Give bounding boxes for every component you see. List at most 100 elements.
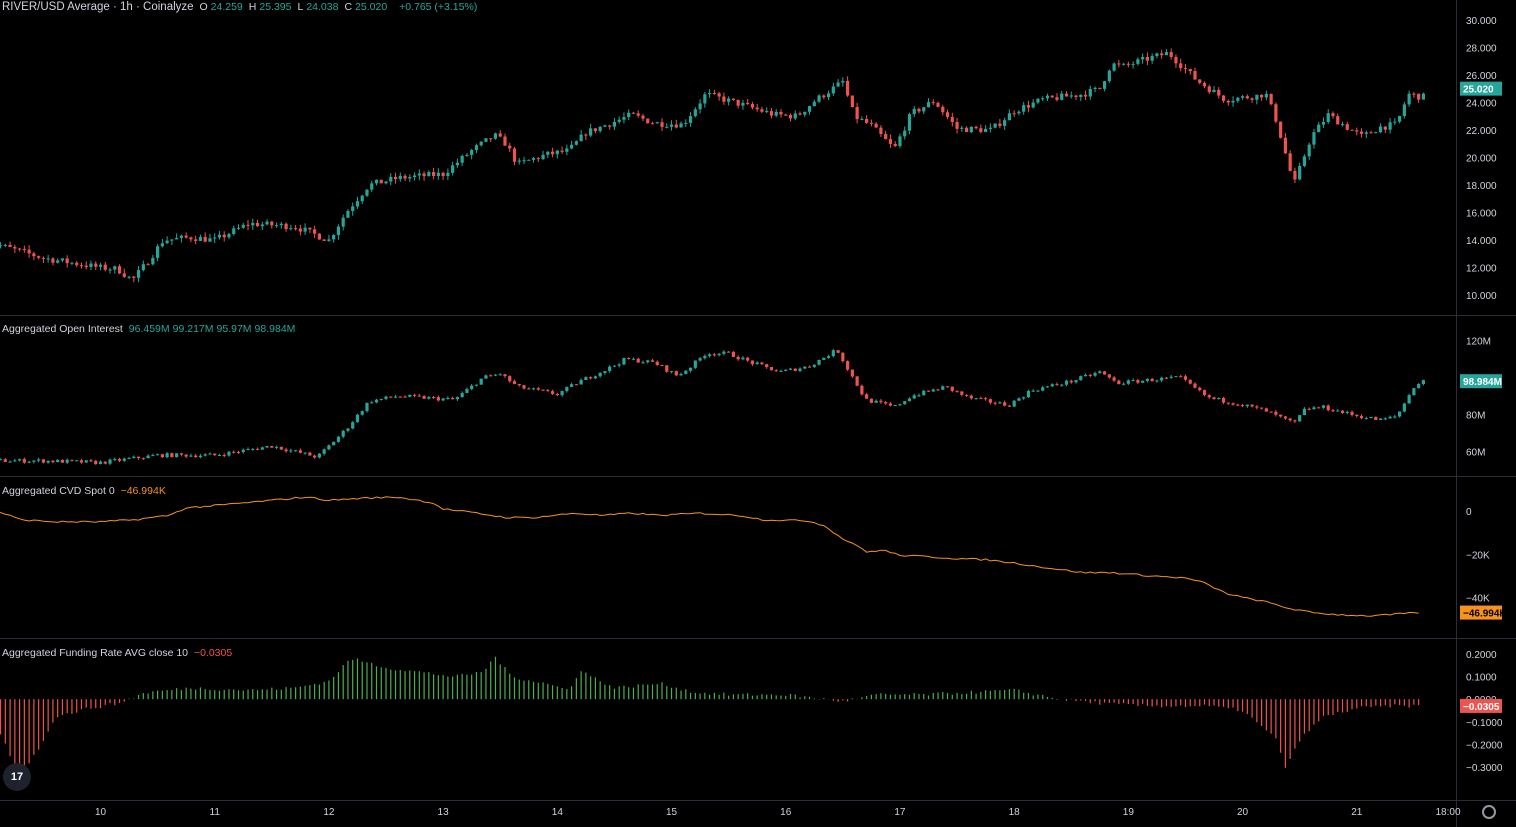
candle bbox=[931, 102, 935, 104]
candle bbox=[603, 371, 607, 373]
candle bbox=[1079, 94, 1083, 98]
candle bbox=[546, 390, 550, 392]
candle bbox=[1169, 52, 1173, 57]
candle bbox=[265, 221, 269, 225]
candle bbox=[1340, 124, 1345, 126]
candle bbox=[817, 359, 821, 365]
candle bbox=[912, 108, 916, 115]
candle bbox=[479, 378, 483, 385]
candle bbox=[703, 355, 707, 359]
candle bbox=[627, 358, 631, 360]
x-tick-label: 11 bbox=[210, 807, 221, 818]
candle bbox=[860, 385, 864, 395]
cvd-pane[interactable] bbox=[0, 496, 1419, 617]
candle bbox=[712, 93, 716, 95]
candle bbox=[151, 257, 155, 265]
candle bbox=[598, 126, 602, 132]
candle bbox=[1260, 407, 1264, 409]
candle bbox=[1050, 384, 1054, 387]
candle bbox=[13, 246, 17, 249]
candle bbox=[741, 357, 745, 360]
candle bbox=[227, 233, 231, 238]
candle bbox=[46, 460, 50, 463]
candle bbox=[931, 389, 935, 392]
candle bbox=[950, 117, 954, 122]
y-tick-label: 30.000 bbox=[1466, 16, 1497, 27]
candle bbox=[22, 459, 26, 463]
candle bbox=[1060, 384, 1064, 386]
candle bbox=[503, 374, 507, 377]
open-interest-pane[interactable] bbox=[0, 348, 1426, 466]
candle bbox=[479, 141, 483, 146]
candle bbox=[903, 401, 907, 405]
price-pane[interactable] bbox=[0, 48, 1426, 283]
candle bbox=[960, 391, 964, 395]
candle bbox=[289, 228, 293, 230]
candle bbox=[741, 102, 745, 106]
candle bbox=[1293, 170, 1297, 180]
candle bbox=[1164, 52, 1169, 56]
candle bbox=[27, 249, 31, 254]
candle bbox=[1036, 98, 1040, 103]
candle bbox=[284, 449, 288, 452]
candle bbox=[1012, 113, 1016, 115]
y-tick-label: 18.000 bbox=[1466, 181, 1497, 192]
candle bbox=[1198, 387, 1202, 391]
candle bbox=[903, 130, 907, 137]
candle bbox=[822, 95, 826, 98]
candle bbox=[1236, 404, 1240, 406]
y-tick-label: 10.000 bbox=[1466, 291, 1497, 302]
candle bbox=[1050, 95, 1054, 98]
candle bbox=[1283, 416, 1288, 419]
funding-rate-pane[interactable] bbox=[0, 656, 1420, 774]
candle bbox=[593, 128, 598, 132]
candle bbox=[531, 388, 536, 390]
candle bbox=[1098, 371, 1102, 374]
candle bbox=[75, 460, 79, 462]
y-tick-label: −0.1000 bbox=[1466, 718, 1503, 729]
candle bbox=[960, 127, 964, 129]
candle bbox=[274, 225, 279, 227]
candle bbox=[1183, 68, 1188, 70]
candle bbox=[565, 386, 569, 392]
tradingview-logo-icon[interactable]: 17 bbox=[3, 763, 31, 791]
ohlc-key: L bbox=[297, 1, 304, 13]
candle bbox=[993, 402, 997, 404]
candle bbox=[1212, 89, 1216, 93]
candle bbox=[684, 370, 688, 375]
candle bbox=[246, 224, 250, 226]
x-tick-label: 16 bbox=[780, 807, 792, 818]
candle bbox=[760, 362, 764, 365]
candle bbox=[446, 172, 450, 177]
candle bbox=[627, 112, 631, 118]
candle bbox=[1112, 377, 1116, 381]
candle bbox=[432, 172, 436, 176]
candle bbox=[1045, 386, 1050, 388]
candle bbox=[241, 449, 245, 453]
candle bbox=[922, 107, 926, 112]
candle bbox=[1307, 144, 1311, 157]
candle bbox=[1255, 406, 1259, 408]
candle bbox=[1007, 405, 1012, 407]
candle bbox=[655, 122, 659, 124]
candle bbox=[1231, 403, 1235, 405]
candle bbox=[374, 399, 379, 403]
candle bbox=[703, 94, 707, 104]
candle bbox=[489, 138, 493, 140]
candle bbox=[56, 260, 60, 263]
candle bbox=[1064, 380, 1069, 385]
funding-value: −0.0305 bbox=[193, 647, 233, 659]
candle bbox=[884, 133, 888, 140]
candle bbox=[441, 398, 445, 401]
candle bbox=[793, 368, 797, 371]
candle bbox=[265, 446, 269, 448]
candle bbox=[1398, 411, 1402, 417]
candle bbox=[1164, 377, 1169, 379]
candle bbox=[417, 173, 421, 176]
candle bbox=[41, 459, 45, 463]
candle bbox=[650, 360, 655, 362]
cvd-legend: Aggregated CVD Spot 0 −46.994K bbox=[2, 485, 169, 497]
gear-icon[interactable] bbox=[1482, 805, 1496, 819]
